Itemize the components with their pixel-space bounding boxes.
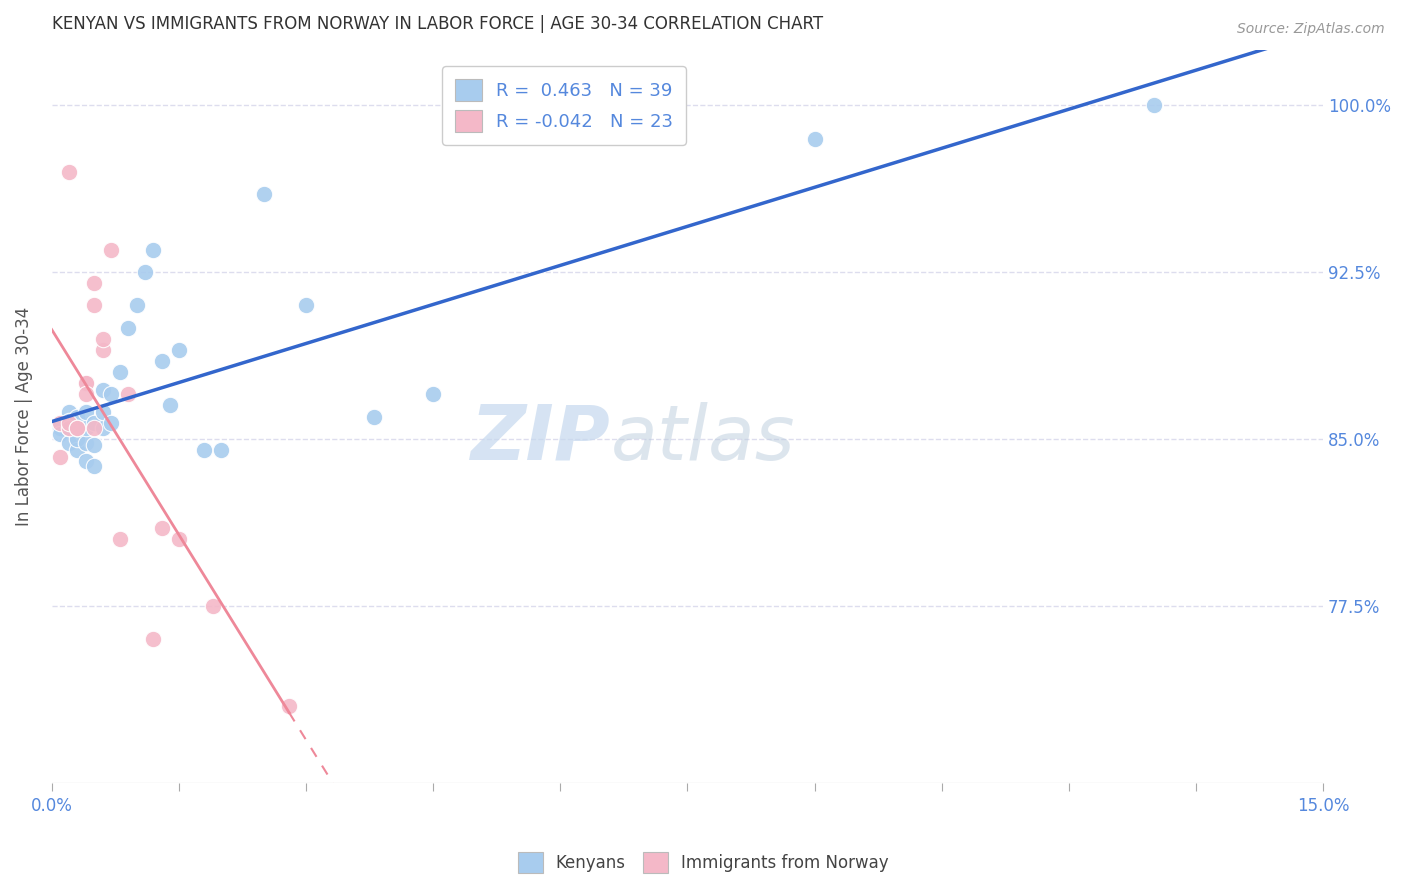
Point [167,532,190,546]
Point [49,420,72,434]
Point [803,132,825,146]
Point [66,420,89,434]
Point [66,442,89,457]
Point [108,365,131,379]
Point [75,376,97,391]
Point [253,187,276,202]
Point [193,442,215,457]
Point [91,420,114,434]
Point [83,458,105,473]
Point [1142,98,1164,112]
Point [83,417,105,431]
Point [75,405,97,419]
Point [363,409,385,424]
Point [295,298,318,312]
Point [58,436,80,450]
Point [83,420,105,434]
Point [209,442,232,457]
Point [66,420,89,434]
Point [66,432,89,446]
Legend: Kenyans, Immigrants from Norway: Kenyans, Immigrants from Norway [510,846,896,880]
Point [159,399,181,413]
Point [49,417,72,431]
Point [422,387,444,401]
Point [83,277,105,291]
Text: atlas: atlas [612,401,796,475]
Point [100,417,122,431]
Y-axis label: In Labor Force | Age 30-34: In Labor Force | Age 30-34 [15,307,32,526]
Point [117,320,139,334]
Point [167,343,190,357]
Point [125,298,148,312]
Point [49,417,72,431]
Point [134,265,156,279]
Point [83,438,105,452]
Point [117,387,139,401]
Point [150,521,173,535]
Point [75,376,97,391]
Point [75,454,97,468]
Point [100,387,122,401]
Text: KENYAN VS IMMIGRANTS FROM NORWAY IN LABOR FORCE | AGE 30-34 CORRELATION CHART: KENYAN VS IMMIGRANTS FROM NORWAY IN LABO… [52,15,823,33]
Legend: R =  0.463   N = 39, R = -0.042   N = 23: R = 0.463 N = 39, R = -0.042 N = 23 [443,66,686,145]
Point [58,405,80,419]
Point [58,420,80,434]
Point [142,632,165,646]
Point [49,450,72,464]
Point [278,698,301,713]
Point [91,343,114,357]
Text: ZIP: ZIP [471,401,612,475]
Text: Source: ZipAtlas.com: Source: ZipAtlas.com [1237,22,1385,37]
Point [58,420,80,434]
Point [66,420,89,434]
Point [100,243,122,257]
Point [91,332,114,346]
Point [75,387,97,401]
Point [108,532,131,546]
Point [75,436,97,450]
Point [83,298,105,312]
Point [150,354,173,368]
Point [58,165,80,179]
Point [142,243,165,257]
Point [49,427,72,442]
Point [91,405,114,419]
Point [75,420,97,434]
Point [201,599,224,613]
Point [66,409,89,424]
Point [58,417,80,431]
Point [58,414,80,428]
Point [91,383,114,397]
